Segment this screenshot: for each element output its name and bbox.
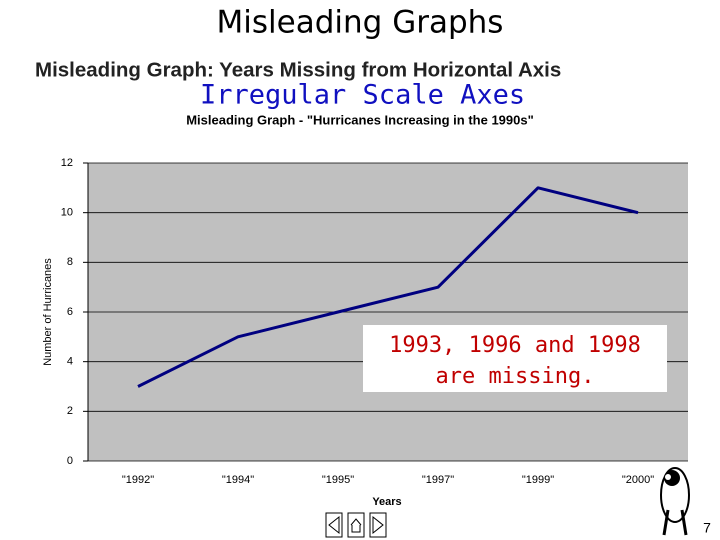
callout-line: 1993, 1996 and 1998	[389, 333, 641, 358]
y-tick-label: 4	[67, 356, 73, 368]
y-tick-label: 6	[67, 306, 73, 318]
slide-title: Misleading Graphs	[217, 5, 504, 41]
x-tick-label: "2000"	[622, 474, 654, 486]
y-tick-label: 12	[61, 157, 73, 169]
y-axis-label: Number of Hurricanes	[42, 258, 54, 366]
y-tick-label: 0	[67, 455, 73, 467]
x-tick-label: "1995"	[322, 474, 354, 486]
x-tick-label: "1997"	[422, 474, 454, 486]
y-tick-label: 10	[61, 207, 73, 219]
x-tick-label: "1999"	[522, 474, 554, 486]
nav-back[interactable]	[325, 512, 343, 538]
x-tick-label: "1992"	[122, 474, 154, 486]
data-line	[137, 186, 639, 388]
y-tick-label: 8	[67, 256, 73, 268]
heading: Misleading Graph: Years Missing from Hor…	[35, 58, 561, 81]
y-tick-label: 2	[67, 405, 73, 417]
callout-line: are missing.	[436, 364, 595, 389]
page-number: 7	[703, 520, 711, 536]
x-axis-label: Years	[372, 496, 401, 508]
x-tick-label: "1994"	[222, 474, 254, 486]
subtitle: Irregular Scale Axes	[200, 80, 525, 111]
nav-forward[interactable]	[369, 512, 387, 538]
nav-home[interactable]	[347, 512, 365, 538]
chart-title: Misleading Graph - "Hurricanes Increasin…	[186, 112, 534, 127]
mascot	[660, 467, 690, 536]
callout-box	[363, 325, 667, 392]
